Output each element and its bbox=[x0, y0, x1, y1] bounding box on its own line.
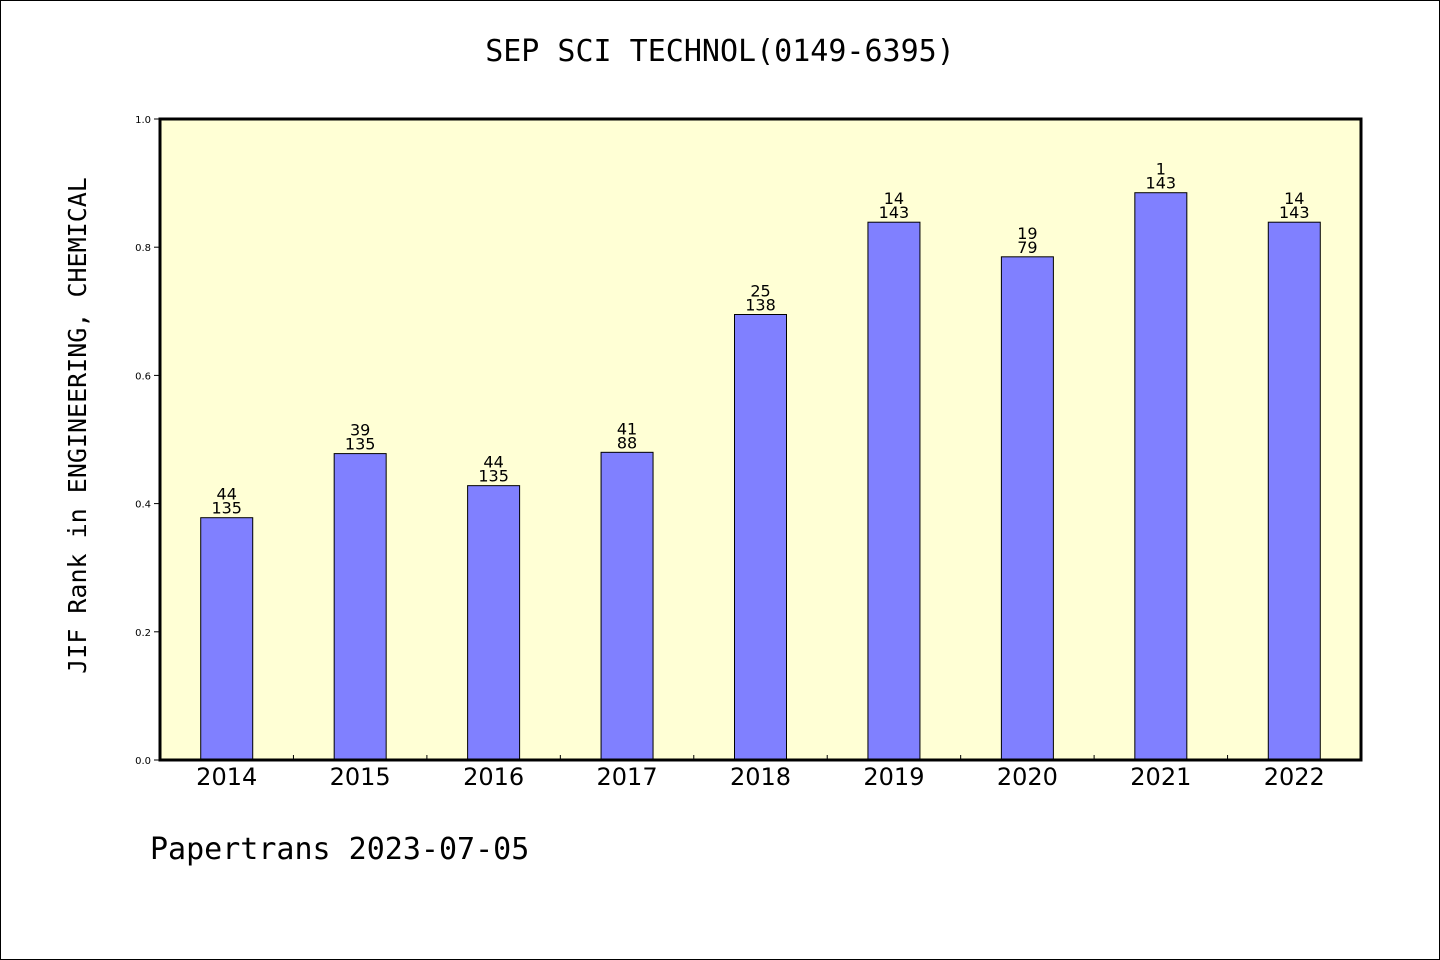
bar-label-total: 135 bbox=[211, 499, 242, 518]
x-tick-label: 2016 bbox=[463, 763, 524, 791]
x-tick-label: 2020 bbox=[997, 763, 1058, 791]
y-tick-label: 0.0 bbox=[135, 756, 151, 767]
bar-label-total: 135 bbox=[345, 435, 376, 454]
bar bbox=[200, 517, 254, 761]
y-tick-label: 0.6 bbox=[135, 371, 151, 382]
y-tick-label: 0.4 bbox=[135, 500, 151, 511]
bar bbox=[600, 451, 654, 761]
x-tick-label: 2017 bbox=[597, 763, 658, 791]
bar bbox=[1000, 256, 1054, 761]
bar-label-rank: 1 bbox=[1156, 160, 1166, 179]
bar-label-rank: 19 bbox=[1017, 224, 1037, 243]
bar-label-rank: 44 bbox=[483, 453, 503, 472]
bar bbox=[1134, 192, 1188, 761]
bar bbox=[867, 221, 921, 761]
y-tick-label: 0.2 bbox=[135, 628, 151, 639]
plot-border bbox=[158, 117, 1363, 762]
bar-label-rank: 39 bbox=[350, 421, 370, 440]
bar-label-total: 79 bbox=[1017, 238, 1037, 257]
bar-label-total: 138 bbox=[745, 296, 776, 315]
bar-label-total: 135 bbox=[478, 467, 509, 486]
chart-title: SEP SCI TECHNOL(0149-6395) bbox=[485, 34, 955, 69]
bar-label-total: 88 bbox=[617, 433, 637, 452]
bar bbox=[1267, 221, 1321, 761]
bar-label-rank: 25 bbox=[750, 282, 770, 301]
bar-label-rank: 44 bbox=[217, 485, 237, 504]
y-tick-label: 0.8 bbox=[135, 243, 151, 254]
bar-label-total: 143 bbox=[1279, 203, 1310, 222]
y-axis-label: JIF Rank in ENGINEERING, CHEMICAL bbox=[63, 177, 92, 674]
bar bbox=[333, 453, 387, 761]
bar-label-rank: 41 bbox=[617, 419, 637, 438]
footer-credit: Papertrans 2023-07-05 bbox=[150, 832, 530, 867]
x-tick-label: 2022 bbox=[1264, 763, 1325, 791]
bar bbox=[467, 485, 521, 761]
x-tick-label: 2019 bbox=[863, 763, 924, 791]
bar-label-total: 143 bbox=[1146, 174, 1177, 193]
x-tick-label: 2021 bbox=[1130, 763, 1191, 791]
bar-label-total: 143 bbox=[879, 203, 910, 222]
x-tick-label: 2015 bbox=[330, 763, 391, 791]
bar bbox=[734, 314, 787, 761]
x-tick-label: 2018 bbox=[730, 763, 791, 791]
bar-label-rank: 14 bbox=[1284, 189, 1304, 208]
x-tick-label: 2014 bbox=[196, 763, 257, 791]
y-tick-label: 1.0 bbox=[135, 115, 151, 126]
bar-label-rank: 14 bbox=[884, 189, 904, 208]
